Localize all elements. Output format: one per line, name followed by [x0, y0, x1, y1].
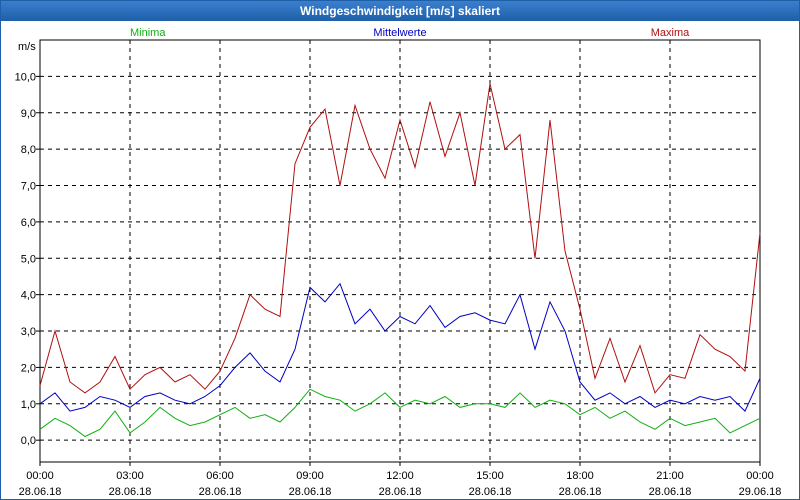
series-line-minima	[39, 388, 761, 438]
series-line-maxima	[39, 83, 761, 394]
x-tick-time-label: 21:00	[656, 470, 684, 482]
legend-entry-minima: Minima	[130, 27, 166, 39]
y-tick-label: 7,0	[21, 181, 36, 193]
series-lines	[39, 83, 761, 438]
x-tick-time-label: 18:00	[566, 470, 594, 482]
axis-ticks: 0,0 1,0 2,0 3,0 4,0 5,0 6,0 7,0 8,0 9,0 10,0 00:00 2…	[15, 71, 782, 498]
x-tick-date-label: 29.06.18	[739, 486, 782, 498]
series-line-mittelwerte	[39, 282, 761, 412]
y-axis-label: m/s	[18, 41, 36, 53]
y-tick-label: 2,0	[21, 362, 36, 374]
x-tick-date-label: 28.06.18	[109, 486, 152, 498]
x-tick-date-label: 28.06.18	[649, 486, 692, 498]
x-tick-date-label: 28.06.18	[559, 486, 602, 498]
legend-entry-mittelwerte: Mittelwerte	[373, 27, 426, 39]
y-tick-label: 0,0	[21, 435, 36, 447]
y-tick-label: 3,0	[21, 326, 36, 338]
legend: Minima Mittelwerte Maxima	[130, 27, 690, 39]
y-tick-label: 10,0	[15, 71, 36, 83]
y-tick-label: 6,0	[21, 217, 36, 229]
x-tick-date-label: 28.06.18	[469, 486, 512, 498]
x-tick-date-label: 28.06.18	[199, 486, 242, 498]
y-tick-label: 4,0	[21, 290, 36, 302]
x-tick-time-label: 06:00	[206, 470, 234, 482]
y-tick-label: 5,0	[21, 253, 36, 265]
x-tick-date-label: 28.06.18	[379, 486, 422, 498]
legend-entry-maxima: Maxima	[651, 27, 690, 39]
x-tick-time-label: 12:00	[386, 470, 414, 482]
x-tick-time-label: 03:00	[116, 470, 144, 482]
x-tick-time-label: 15:00	[476, 470, 504, 482]
x-tick-time-label: 00:00	[746, 470, 774, 482]
chart-title: Windgeschwindigkeit [m/s] skaliert	[1, 1, 799, 21]
y-tick-label: 8,0	[21, 144, 36, 156]
grid-lines	[40, 40, 760, 462]
x-tick-date-label: 28.06.18	[19, 486, 62, 498]
x-tick-date-label: 28.06.18	[289, 486, 332, 498]
x-tick-time-label: 00:00	[26, 470, 54, 482]
y-tick-label: 1,0	[21, 399, 36, 411]
x-tick-time-label: 09:00	[296, 470, 324, 482]
y-tick-label: 9,0	[21, 108, 36, 120]
